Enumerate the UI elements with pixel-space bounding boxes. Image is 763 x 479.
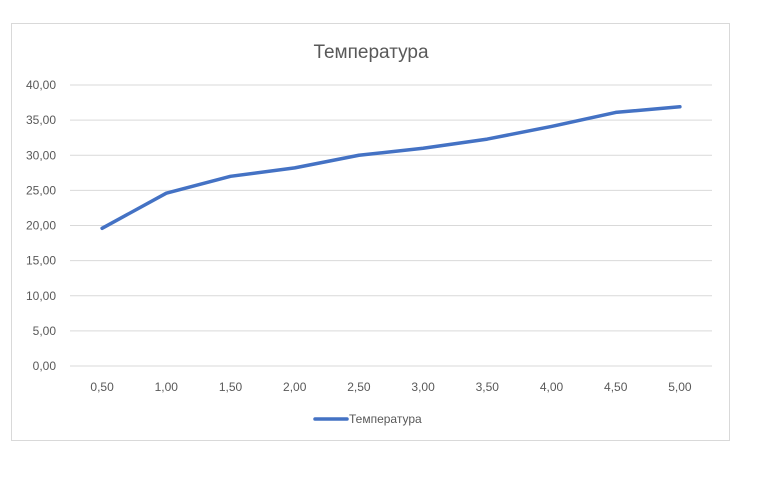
chart-frame <box>11 23 730 441</box>
data-point <box>615 111 617 113</box>
x-tick-label: 2,50 <box>347 380 371 394</box>
y-tick-label: 10,00 <box>26 289 56 303</box>
y-tick-label: 15,00 <box>26 254 56 268</box>
data-point <box>230 175 231 177</box>
x-tick-label: 3,00 <box>411 380 435 394</box>
x-tick-label: 2,00 <box>283 380 307 394</box>
y-tick-label: 40,00 <box>26 78 56 92</box>
x-axis-ticks: 0,50 1,00 1,50 2,00 2,50 3,00 3,50 4,00 4,50 5,00 <box>90 380 691 394</box>
data-point <box>294 167 296 169</box>
data-point <box>165 192 167 194</box>
x-tick-label: 3,50 <box>476 380 500 394</box>
y-tick-label: 25,00 <box>26 183 56 197</box>
y-tick-label: 0,00 <box>33 359 57 373</box>
gridlines <box>70 84 712 367</box>
legend: Температура <box>313 412 422 426</box>
x-tick-label: 5,00 <box>668 380 692 394</box>
y-axis-ticks: 0,00 5,00 10,00 15,00 20,00 25,00 30,00 35,00 40… <box>26 78 56 373</box>
x-tick-label: 1,50 <box>219 380 243 394</box>
x-tick-label: 4,50 <box>604 380 628 394</box>
data-point <box>422 147 424 149</box>
data-point <box>551 125 552 127</box>
chart-title: Температура <box>313 42 429 63</box>
data-point <box>486 138 488 140</box>
y-tick-label: 5,00 <box>33 324 57 338</box>
data-point <box>358 154 360 156</box>
data-point <box>101 227 103 229</box>
series-layer <box>100 105 682 231</box>
x-tick-label: 4,00 <box>540 380 564 394</box>
series-line <box>100 105 682 231</box>
y-tick-label: 20,00 <box>26 219 56 233</box>
legend-label: Температура <box>349 412 422 426</box>
y-tick-label: 35,00 <box>26 113 56 127</box>
x-tick-label: 1,00 <box>155 380 179 394</box>
x-tick-label: 0,50 <box>90 380 114 394</box>
y-tick-label: 30,00 <box>26 148 56 162</box>
data-point <box>679 106 681 108</box>
